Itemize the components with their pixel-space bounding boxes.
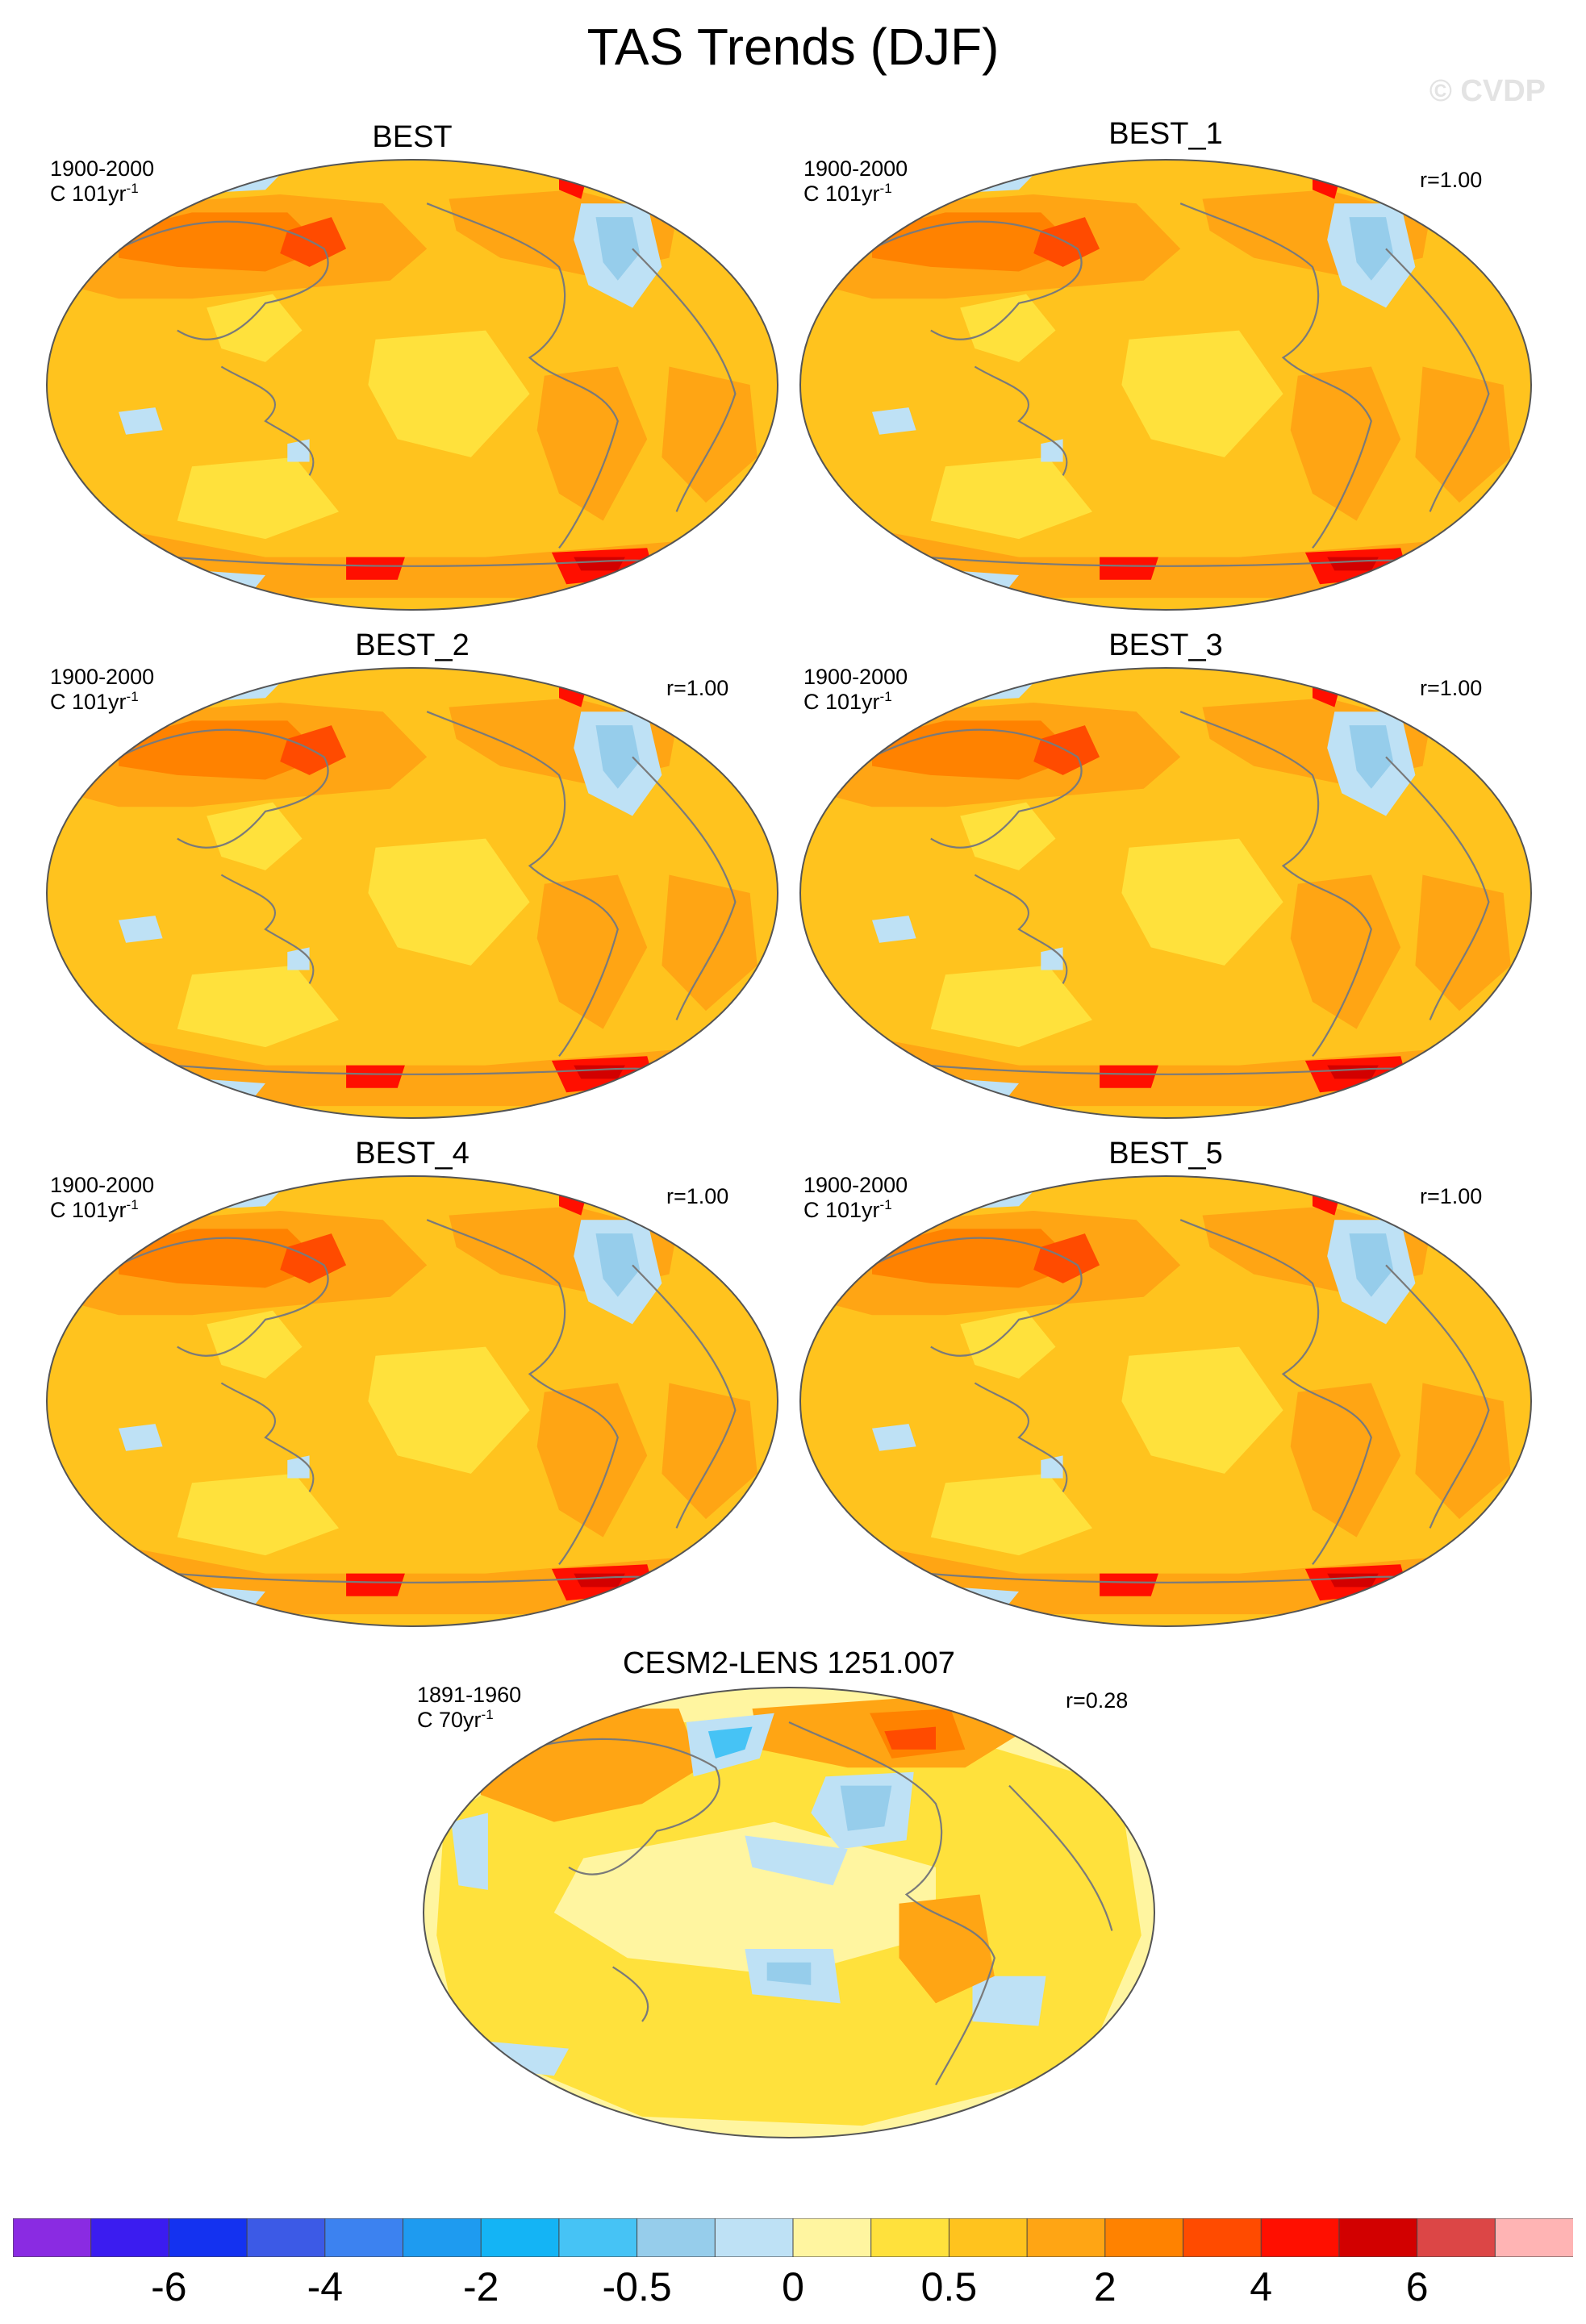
map-outline [46, 159, 778, 611]
colorbar-box [1417, 2218, 1496, 2257]
pattern-correlation: r=0.28 [1066, 1688, 1129, 1713]
panel-period-units: 1900-2000 C 101yr-1 [50, 665, 154, 715]
colorbar-box [480, 2218, 560, 2257]
colorbar-tick-label: 0 [782, 2264, 804, 2309]
period-label: 1900-2000 [803, 156, 908, 181]
trend-field [47, 1176, 778, 1626]
panel-title: CESM2-LENS 1251.007 [623, 1646, 955, 1680]
pattern-correlation: r=1.00 [1420, 168, 1483, 192]
panel-period-units: 1900-2000 C 101yr-1 [803, 1173, 908, 1223]
panel-period-units: 1900-2000 C 101yr-1 [803, 156, 908, 207]
period-label: 1900-2000 [50, 665, 155, 689]
map-outline [423, 1687, 1155, 2138]
colorbar-box [1338, 2218, 1418, 2257]
pattern-correlation: r=1.00 [666, 676, 729, 700]
trend-field [800, 160, 1531, 610]
trend-map [46, 159, 778, 611]
units-label: C 101yr-1 [50, 1197, 139, 1222]
panel-period-units: 1891-1960 C 70yr-1 [417, 1683, 521, 1733]
colorbar-box [403, 2218, 482, 2257]
panel-title: BEST [372, 120, 453, 154]
colorbar-box [1026, 2218, 1106, 2257]
units-label: C 70yr-1 [417, 1707, 494, 1732]
colorbar-box [13, 2218, 92, 2257]
map-outline [46, 1175, 778, 1627]
panel-title: BEST_3 [1108, 628, 1223, 662]
pattern-correlation: r=1.00 [666, 1184, 729, 1208]
colorbar-box [948, 2218, 1029, 2257]
units-label: C 101yr-1 [803, 1197, 892, 1222]
period-label: 1900-2000 [803, 1173, 908, 1197]
colorbar [13, 2218, 1573, 2257]
colorbar-tick-label: 2 [1093, 2264, 1116, 2309]
cvdp-watermark: © CVDP [1429, 74, 1546, 108]
units-label: C 101yr-1 [803, 689, 892, 714]
colorbar-box [1183, 2218, 1263, 2257]
period-label: 1900-2000 [803, 665, 908, 689]
trend-map [46, 667, 778, 1119]
colorbar-box [714, 2218, 794, 2257]
colorbar-tick-label: -6 [151, 2264, 187, 2309]
panel-period-units: 1900-2000 C 101yr-1 [803, 665, 908, 715]
colorbar-tick-label: 0.5 [920, 2264, 978, 2309]
trend-map [799, 1175, 1532, 1627]
map-outline [799, 667, 1532, 1119]
trend-map [46, 1175, 778, 1627]
map-outline [46, 667, 778, 1119]
trend-map [799, 159, 1532, 611]
units-label: C 101yr-1 [50, 181, 139, 206]
coastlines [495, 1721, 1113, 2086]
colorbar-box [636, 2218, 716, 2257]
trend-field [47, 668, 778, 1118]
panel-period-units: 1900-2000 C 101yr-1 [50, 156, 154, 207]
trend-map [799, 667, 1532, 1119]
coastlines [81, 711, 750, 1085]
colorbar-tick-label: -4 [307, 2264, 344, 2309]
panel-title: BEST_2 [355, 628, 470, 662]
pattern-correlation: r=1.00 [1420, 1184, 1483, 1208]
map-outline [799, 159, 1532, 611]
figure-title: TAS Trends (DJF) [586, 18, 1000, 76]
period-label: 1900-2000 [50, 1173, 155, 1197]
panel-period-units: 1900-2000 C 101yr-1 [50, 1173, 154, 1223]
colorbar-box [870, 2218, 950, 2257]
period-label: 1891-1960 [417, 1683, 522, 1707]
colorbar-box [324, 2218, 404, 2257]
units-label: C 101yr-1 [50, 689, 139, 714]
colorbar-box [168, 2218, 248, 2257]
trend-field [47, 160, 778, 610]
colorbar-tick-label: -0.5 [602, 2264, 672, 2309]
trend-field [424, 1688, 1154, 2138]
colorbar-box [1104, 2218, 1184, 2257]
units-label: C 101yr-1 [803, 181, 892, 206]
colorbar-box [558, 2218, 638, 2257]
colorbar-tick-label: -2 [462, 2264, 499, 2309]
trend-field [800, 668, 1531, 1118]
panel-title: BEST_5 [1108, 1137, 1223, 1170]
pattern-correlation: r=1.00 [1420, 676, 1483, 700]
panel-title: BEST_1 [1108, 117, 1223, 151]
period-label: 1900-2000 [50, 156, 155, 181]
colorbar-tick-label: 4 [1250, 2264, 1273, 2309]
trend-map [423, 1687, 1155, 2138]
panel-title: BEST_4 [355, 1137, 470, 1170]
colorbar-box [792, 2218, 872, 2257]
colorbar-box [246, 2218, 326, 2257]
colorbar-box [90, 2218, 170, 2257]
colorbar-tick-label: 6 [1405, 2264, 1429, 2309]
trend-field [800, 1176, 1531, 1626]
map-outline [799, 1175, 1532, 1627]
colorbar-box [1260, 2218, 1340, 2257]
colorbar-box [1494, 2218, 1573, 2257]
